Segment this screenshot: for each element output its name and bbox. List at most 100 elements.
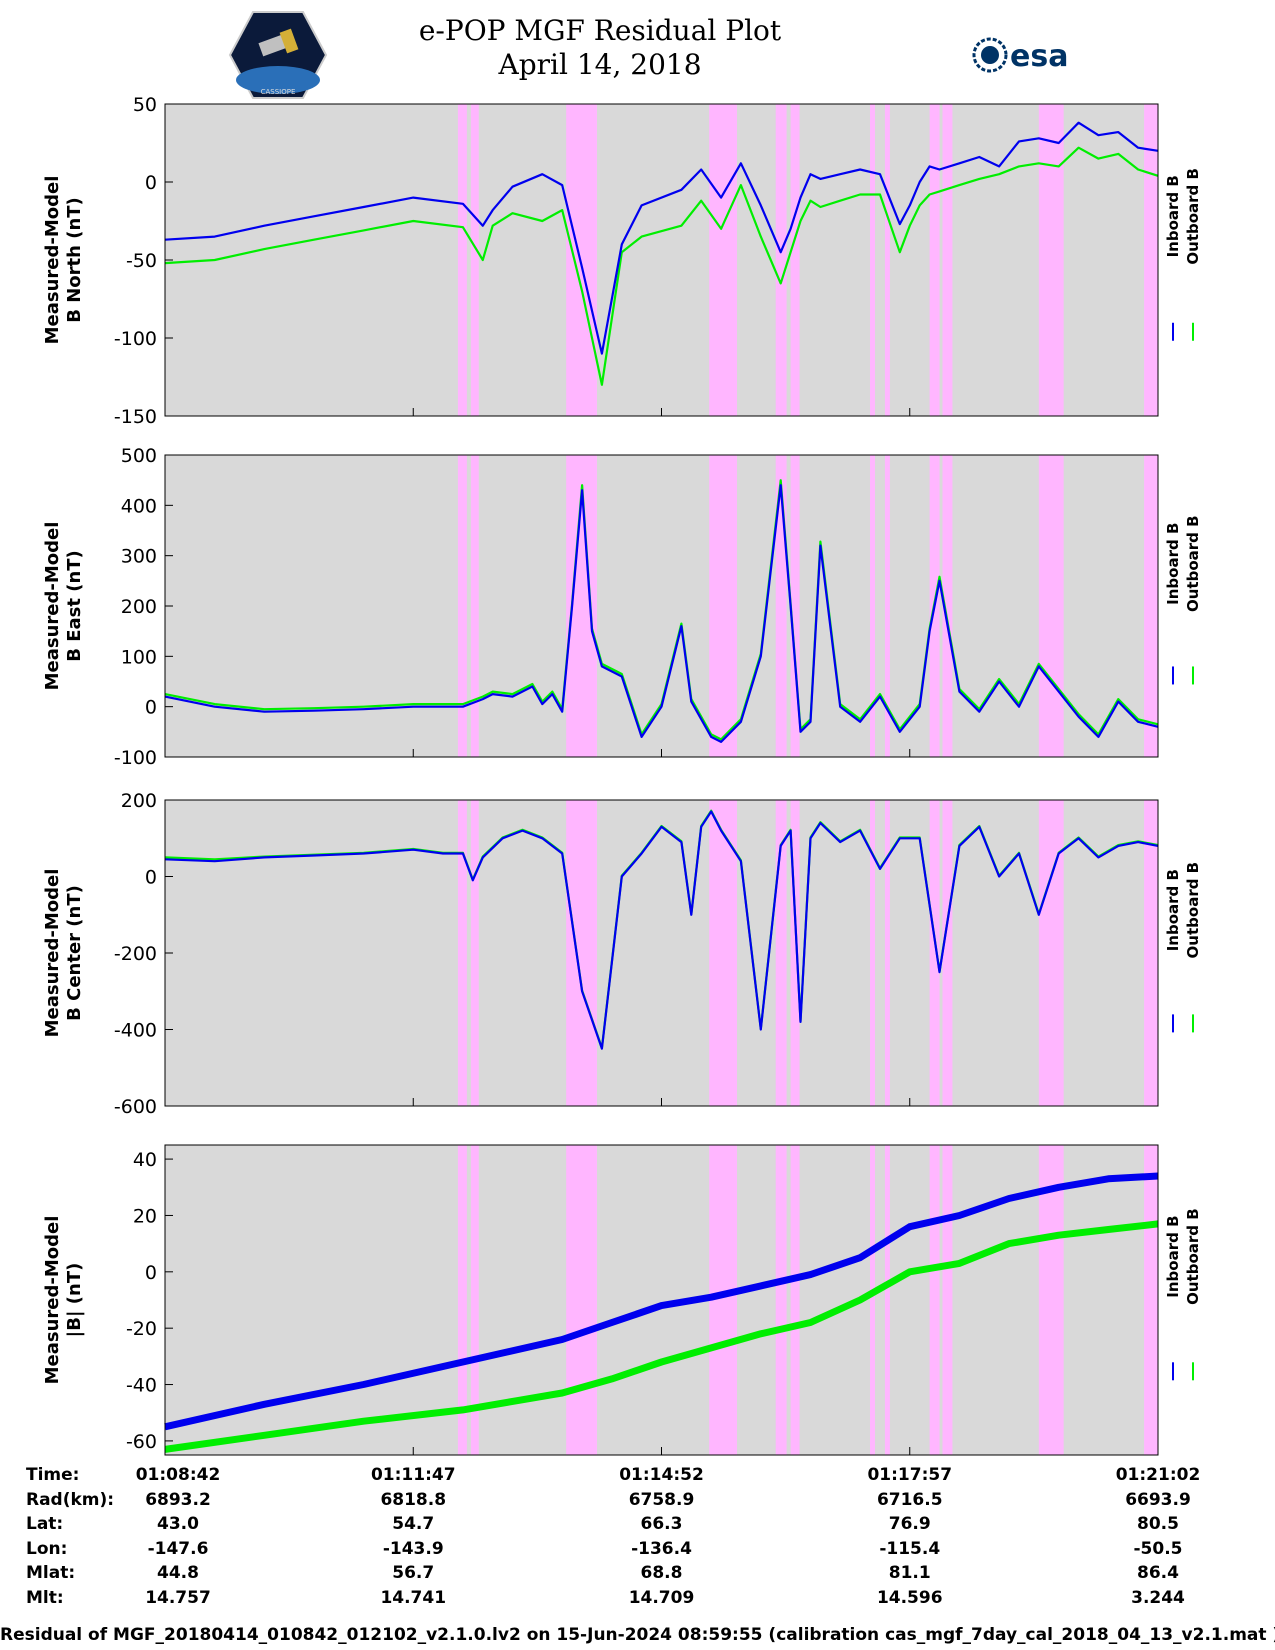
highlight-band <box>1144 800 1158 1106</box>
x-tick-label: 01:14:52 <box>619 1465 704 1485</box>
highlight-band <box>870 104 875 416</box>
y-axis-label: Measured-Model <box>42 1216 63 1385</box>
highlight-band <box>884 1145 890 1455</box>
highlight-band <box>775 104 787 416</box>
y-tick-label: -100 <box>114 328 157 350</box>
y-axis-label: Measured-Model <box>42 522 63 691</box>
esa-logo-text: esa <box>1010 39 1068 74</box>
y-tick-label: -600 <box>114 1096 157 1118</box>
highlight-band <box>775 800 787 1106</box>
info-row-label: Time: <box>26 1465 80 1485</box>
info-row-label: Mlat: <box>26 1563 76 1583</box>
highlight-band <box>457 1145 467 1455</box>
info-row-label: Lon: <box>26 1538 68 1559</box>
panel-1: 50 0 -50 -100 -150 Measured-Model B North (nT)… <box>42 94 1202 428</box>
y-tick-label: 0 <box>145 172 157 194</box>
y-tick-label: 200 <box>121 790 157 812</box>
y-tick-label: 0 <box>145 697 157 719</box>
x-tick-label: 6893.2 <box>145 1489 211 1510</box>
highlight-band <box>790 800 800 1106</box>
highlight-band <box>790 1145 800 1455</box>
highlight-band <box>1144 1145 1158 1455</box>
highlight-band <box>709 104 737 416</box>
y-tick-label: -100 <box>114 747 157 769</box>
legend-label: Outboard B <box>1184 168 1202 265</box>
y-tick-label: -60 <box>126 1431 157 1453</box>
legend-label: Inboard B <box>1164 523 1182 605</box>
y-tick-label: -40 <box>126 1375 157 1397</box>
legend: Inboard B Outboard B <box>1164 1208 1202 1381</box>
highlight-band <box>470 800 479 1106</box>
highlight-band <box>470 1145 479 1455</box>
y-tick-label: -150 <box>114 406 157 428</box>
highlight-band <box>929 1145 940 1455</box>
inboard-series-line <box>164 1172 1159 1431</box>
y-tick-label: -400 <box>114 1020 157 1042</box>
panel-2: 500 400 300 200 100 0 -100 Measured-Model B East… <box>42 445 1202 769</box>
outboard-series-line <box>164 1220 1159 1453</box>
x-tick-label: 86.4 <box>1137 1563 1179 1583</box>
outboard-series-line <box>164 146 1159 386</box>
highlight-band <box>942 800 953 1106</box>
highlight-band <box>457 800 467 1106</box>
highlight-band <box>870 800 875 1106</box>
highlight-band <box>929 104 940 416</box>
x-tick-label: 56.7 <box>392 1563 435 1583</box>
x-tick-label: 66.3 <box>640 1514 683 1534</box>
x-tick-label: 81.1 <box>888 1563 931 1583</box>
x-tick-label: 14.596 <box>876 1587 943 1608</box>
y-tick-label: 400 <box>121 495 157 517</box>
highlight-band <box>457 455 467 757</box>
y-tick-label: 20 <box>133 1205 157 1227</box>
chart-title: e-POP MGF Residual Plot April 14, 2018 <box>340 14 860 82</box>
y-tick-label: 200 <box>121 596 157 618</box>
x-tick-label: -50.5 <box>1133 1538 1183 1559</box>
info-row-time: Time: 01:08:42 01:11:47 01:14:52 01:17:57 01:… <box>0 1465 1275 1489</box>
x-tick-label: -147.6 <box>147 1538 209 1559</box>
x-tick-label: 6716.5 <box>876 1489 943 1510</box>
x-tick-label: 01:17:57 <box>867 1465 953 1485</box>
y-tick-label: 500 <box>121 445 157 467</box>
x-tick-label: 6693.9 <box>1125 1489 1191 1510</box>
x-tick-label: -115.4 <box>879 1538 941 1559</box>
cassiope-logo-text: CASSIOPE <box>261 88 296 96</box>
highlight-band <box>942 455 953 757</box>
x-tick-label: 01:11:47 <box>370 1465 456 1485</box>
highlight-band <box>566 800 597 1106</box>
highlight-band <box>470 455 479 757</box>
legend-label: Outboard B <box>1184 862 1202 959</box>
inboard-series-line <box>164 121 1159 355</box>
y-axis-label: B North (nT) <box>64 197 85 323</box>
panel-4: 40 20 0 -20 -40 -60 Measured-Model |B| (nT) Inbo… <box>42 1144 1202 1456</box>
highlight-band <box>884 455 890 757</box>
info-row-mlt: Mlt: 14.757 14.741 14.709 14.596 3.244 <box>0 1588 1275 1612</box>
highlight-band <box>775 455 787 757</box>
y-axis-label: B East (nT) <box>64 550 85 662</box>
highlight-band <box>870 1145 875 1455</box>
x-tick-label: 14.741 <box>380 1587 447 1608</box>
legend: Inboard B Outboard B <box>1164 862 1202 1033</box>
highlight-band <box>1038 455 1064 757</box>
plot-background <box>165 104 1158 416</box>
x-tick-label: 54.7 <box>392 1514 435 1534</box>
y-tick-label: -20 <box>126 1318 157 1340</box>
info-row-label: Lat: <box>26 1514 64 1534</box>
plot-background <box>165 1145 1158 1455</box>
highlight-band <box>470 104 479 416</box>
highlight-band <box>790 104 800 416</box>
highlight-band <box>1038 1145 1064 1455</box>
highlight-band <box>884 104 890 416</box>
title-line-2: April 14, 2018 <box>498 48 702 81</box>
info-row-lat: Lat: 43.0 54.7 66.3 76.9 80.5 <box>0 1514 1275 1538</box>
x-tick-label: -143.9 <box>382 1538 444 1559</box>
y-tick-label: -50 <box>126 250 157 272</box>
info-row-label: Rad(km): <box>26 1489 115 1510</box>
x-tick-label: 01:21:02 <box>1115 1465 1201 1485</box>
highlight-band <box>709 455 737 757</box>
plot-background <box>165 800 1158 1106</box>
panel-3: 200 0 -200 -400 -600 Measured-Model B Center (… <box>42 790 1202 1118</box>
x-tick-label: -136.4 <box>631 1538 692 1559</box>
y-tick-label: 300 <box>121 546 157 568</box>
footer-caption: Residual of MGF_20180414_010842_012102_v… <box>0 1625 1275 1645</box>
y-axis-label: Measured-Model <box>42 176 63 345</box>
